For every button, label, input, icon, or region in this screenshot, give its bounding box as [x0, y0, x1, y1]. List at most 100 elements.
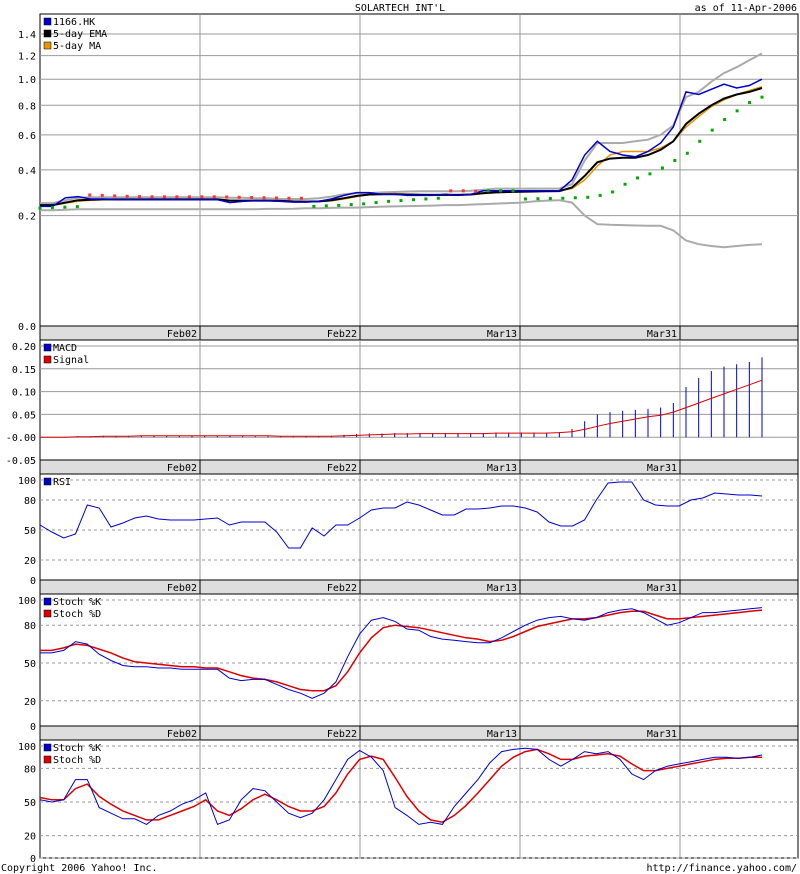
legend-label: RSI [53, 477, 71, 488]
sar-dot [611, 190, 615, 194]
sar-dot [685, 151, 689, 155]
y-tick-label: 1.4 [18, 30, 36, 41]
legend-swatch [43, 743, 52, 752]
legend-label: Stoch %K [53, 743, 101, 754]
legend-swatch [43, 17, 52, 26]
y-tick-label: 1.2 [18, 52, 36, 63]
y-tick-label: 0.20 [12, 342, 36, 353]
sar-dot [275, 196, 279, 200]
series-line-stoch-d [39, 748, 762, 823]
sar-dot [362, 202, 366, 206]
sar-dot [723, 118, 727, 122]
sar-dot [499, 189, 503, 193]
y-tick-label: 0.6 [18, 131, 36, 142]
sar-dot [399, 199, 403, 203]
sar-dot [200, 195, 204, 199]
sar-dot [175, 195, 179, 199]
legend-label: Signal [53, 355, 89, 366]
sar-dot [100, 193, 104, 197]
legend-label: 5-day MA [53, 41, 101, 52]
date-strip [39, 325, 799, 341]
sar-dot [735, 109, 739, 113]
date-strip [39, 725, 799, 741]
x-tick-label: Mar31 [647, 463, 677, 474]
sar-dot [125, 194, 129, 198]
chart-title: SOLARTECH INT'L [355, 3, 445, 14]
source-url[interactable]: http://finance.yahoo.com/ [646, 863, 797, 874]
y-tick-label: 80 [24, 496, 36, 507]
sar-dot [598, 193, 602, 197]
legend-swatch [43, 41, 52, 50]
sar-dot [212, 195, 216, 199]
sar-dot [623, 182, 627, 186]
sar-dot [561, 196, 565, 200]
y-tick-label: 50 [24, 526, 36, 537]
y-tick-label: 0 [30, 722, 36, 733]
x-tick-label: Mar13 [487, 329, 517, 340]
panel-rsi: 0 20 50 80 100 Feb02 Feb22 Mar13 Mar31 RSI [18, 473, 799, 595]
x-tick-label: Mar13 [487, 463, 517, 474]
y-tick-label: -0.00 [6, 433, 36, 444]
y-tick-label: 0.10 [12, 388, 36, 399]
sar-dot [225, 195, 229, 199]
sar-dot [187, 195, 191, 199]
series-line-stoch-d [40, 609, 763, 692]
sar-dot [113, 194, 117, 198]
sar-dot [387, 199, 391, 203]
panel-frame [39, 739, 799, 859]
x-tick-label: Mar31 [647, 583, 677, 594]
as-of-date: as of 11-Apr-2006 [695, 3, 797, 14]
panel-frame [39, 593, 799, 727]
y-tick-label: 20 [24, 832, 36, 843]
x-tick-label: Feb22 [327, 729, 357, 740]
x-tick-label: Feb02 [167, 329, 197, 340]
sar-dot [324, 204, 328, 208]
date-strip [39, 579, 799, 595]
x-tick-label: Mar13 [487, 729, 517, 740]
y-tick-label: -0.05 [6, 456, 36, 467]
legend-label: Stoch %D [53, 755, 101, 766]
y-tick-label: 0 [30, 576, 36, 587]
sar-dot [648, 172, 652, 176]
series-line-rsi [39, 481, 763, 549]
legend-swatch [43, 29, 52, 38]
sar-dot [262, 196, 266, 200]
y-tick-label: 0 [30, 854, 36, 865]
y-tick-label: 20 [24, 556, 36, 567]
panel-frame [39, 473, 799, 581]
sar-dot [660, 166, 664, 170]
legend-swatch [43, 755, 52, 764]
sar-dot [162, 195, 166, 199]
sar-dot [710, 128, 714, 132]
y-tick-label: 100 [18, 476, 36, 487]
y-tick-label: 100 [18, 596, 36, 607]
sar-dot [424, 197, 428, 201]
sar-dot [474, 189, 478, 193]
sar-dot [636, 176, 640, 180]
sar-dot [50, 206, 54, 210]
sar-dot [586, 195, 590, 199]
sar-dot [150, 195, 154, 199]
panel-price: 0.0 0.2 0.4 0.6 0.8 1.0 1.2 1.4 Feb02 Feb22 Mar13 M… [18, 13, 799, 341]
x-tick-label: Mar13 [487, 583, 517, 594]
sar-dot [411, 198, 415, 202]
series-line-1166-hk [40, 78, 763, 208]
date-strip [39, 459, 799, 475]
x-tick-label: Feb22 [327, 463, 357, 474]
y-tick-label: 80 [24, 764, 36, 775]
series-line-stoch-k [40, 607, 763, 699]
panel-frame [39, 339, 799, 461]
x-tick-label: Mar31 [647, 729, 677, 740]
y-tick-label: 0.05 [12, 410, 36, 421]
sar-dot [673, 158, 677, 162]
sar-dot [299, 196, 303, 200]
legend-swatch [43, 597, 52, 606]
sar-dot [138, 195, 142, 199]
panel-macd: -0.05 -0.00 0.05 0.10 0.15 0.20 Feb02 Feb22 Mar1… [6, 339, 799, 475]
signal-line [40, 379, 763, 438]
y-tick-label: 80 [24, 621, 36, 632]
legend-swatch [43, 477, 52, 486]
legend-label: MACD [53, 343, 77, 354]
